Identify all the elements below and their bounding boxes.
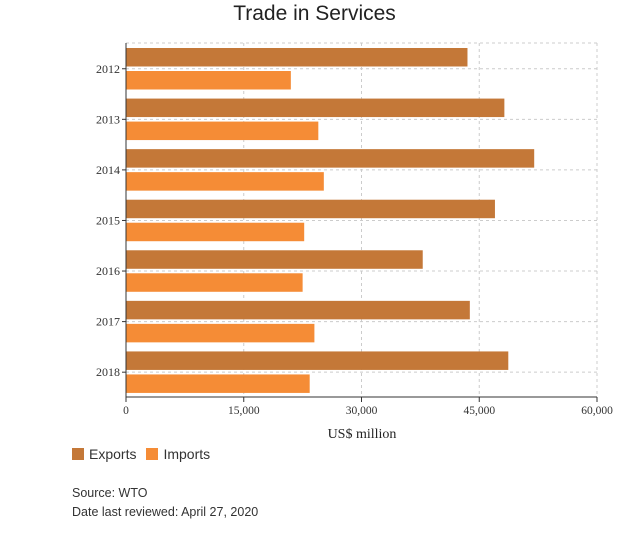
bar-exports-2013[interactable] (126, 98, 505, 118)
bar-exports-2012[interactable] (126, 48, 468, 67)
legend: Exports Imports (72, 446, 210, 462)
bar-imports-2018[interactable] (126, 374, 310, 393)
x-axis-label: US$ million (328, 427, 397, 440)
review-date: Date last reviewed: April 27, 2020 (72, 505, 259, 519)
x-tick-label: 15,000 (228, 405, 260, 417)
bar-chart: 0 15,000 30,000 45,000 60,000 2012 2013 2014 201… (96, 42, 613, 440)
legend-label-exports: Exports (89, 446, 137, 462)
bar-exports-2014[interactable] (126, 149, 535, 168)
y-tick-label: 2018 (96, 365, 120, 379)
bar-imports-2017[interactable] (126, 323, 315, 343)
y-tick-label: 2016 (96, 264, 120, 278)
bar-imports-2014[interactable] (126, 172, 324, 191)
y-tick-label: 2017 (96, 315, 120, 329)
bar-exports-2018[interactable] (126, 351, 509, 370)
source-note: Source: WTO (72, 486, 148, 500)
bar-exports-2017[interactable] (126, 300, 470, 320)
x-tick-label: 30,000 (346, 405, 378, 417)
axes: 0 15,000 30,000 45,000 60,000 2012 2013 2014 201… (96, 43, 613, 417)
legend-label-imports: Imports (163, 446, 211, 462)
bar-imports-2012[interactable] (126, 71, 291, 90)
bar-exports-2016[interactable] (126, 250, 423, 269)
bar-imports-2013[interactable] (126, 121, 319, 141)
legend-item-imports[interactable]: Imports (146, 446, 210, 462)
bars (126, 48, 535, 393)
legend-swatch-imports (146, 448, 159, 460)
bar-exports-2015[interactable] (126, 199, 495, 219)
x-tick-label: 60,000 (581, 405, 613, 417)
legend-swatch-exports (72, 448, 84, 460)
y-tick-label: 2013 (96, 112, 120, 126)
grid-lines (126, 42, 598, 397)
y-tick-label: 2015 (96, 213, 120, 227)
chart-title: Trade in Services (233, 2, 396, 25)
chart-footer: Source: WTO Date last reviewed: April 27… (72, 484, 258, 522)
bar-imports-2015[interactable] (126, 222, 305, 242)
y-tick-label: 2012 (96, 62, 120, 76)
legend-item-exports[interactable]: Exports (72, 446, 136, 462)
x-tick-label: 0 (123, 405, 129, 417)
x-tick-label: 45,000 (463, 405, 495, 417)
bar-imports-2016[interactable] (126, 273, 303, 292)
y-tick-label: 2014 (96, 163, 120, 177)
